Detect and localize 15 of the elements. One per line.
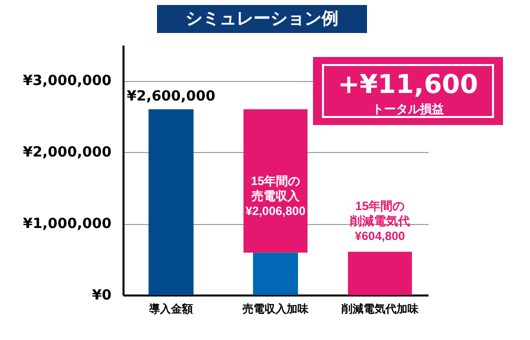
data-label: 15年間の売電収入¥2,006,800 bbox=[245, 174, 306, 218]
bar bbox=[148, 109, 194, 295]
bar bbox=[253, 252, 298, 295]
data-label: 15年間の削減電気代¥604,800 bbox=[348, 198, 410, 243]
annotation: +¥11,600 トータル損益 bbox=[338, 70, 478, 116]
x-tick-label: 導入金額 bbox=[148, 302, 194, 316]
x-tick-label: 削減電気代加味 bbox=[340, 302, 420, 316]
x-tick-label: 売電収入加味 bbox=[242, 302, 310, 316]
chart-title: シミュレーション例 bbox=[186, 9, 338, 29]
y-tick-label: ¥1,000,000 bbox=[22, 216, 112, 232]
y-tick-label: ¥3,000,000 bbox=[22, 73, 112, 90]
y-tick-label: ¥0 bbox=[92, 288, 112, 304]
data-label: ¥2,600,000 bbox=[126, 88, 216, 104]
bar bbox=[348, 252, 412, 295]
y-tick-label: ¥2,000,000 bbox=[22, 144, 112, 161]
